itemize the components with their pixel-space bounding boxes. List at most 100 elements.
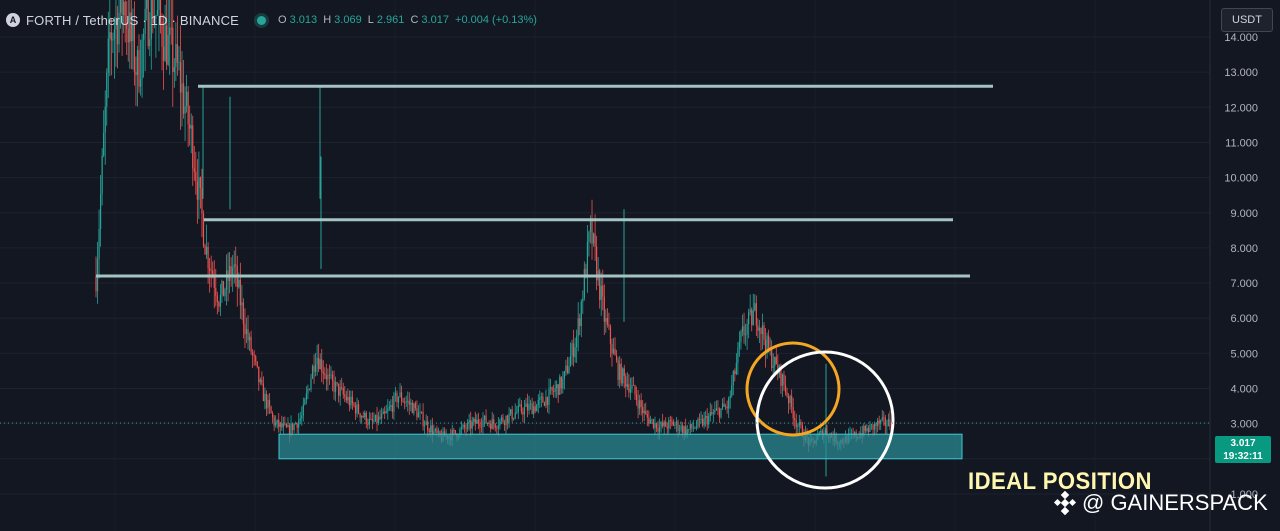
candle-body — [801, 425, 803, 437]
candle-body — [797, 426, 799, 428]
candle-body — [222, 280, 225, 297]
candle-body — [615, 355, 618, 361]
candle-body — [405, 401, 407, 403]
candle-body — [465, 427, 467, 429]
candle-body — [748, 312, 750, 325]
candle-body — [130, 12, 132, 41]
candle-body — [771, 348, 773, 368]
candle-body — [477, 419, 479, 424]
candle-body — [276, 419, 278, 423]
candle-body — [556, 384, 558, 389]
market-status-icon[interactable] — [257, 15, 267, 25]
candle-body — [233, 264, 235, 268]
candle-body — [159, 0, 162, 23]
candle-body — [666, 426, 668, 429]
candle-body — [428, 430, 430, 433]
candle-body — [820, 430, 822, 433]
candle-body — [539, 397, 541, 401]
candle-body — [281, 422, 283, 428]
candle-body — [635, 394, 638, 401]
candle-body — [741, 326, 744, 332]
candle-body — [189, 124, 191, 129]
candle-body — [407, 400, 409, 402]
candle-body — [103, 132, 105, 156]
candle-body — [669, 420, 671, 422]
candle-body — [364, 412, 366, 418]
candle-body — [417, 412, 420, 418]
candle-body — [314, 364, 317, 372]
price-axis-tick-label: 8.000 — [1230, 243, 1258, 255]
drawings[interactable] — [0, 84, 1210, 490]
candle-body — [715, 408, 718, 411]
candle-body — [677, 421, 679, 431]
candle-body — [792, 406, 794, 419]
candle-body — [124, 1, 126, 24]
candle-body — [645, 410, 647, 414]
candle-body — [186, 91, 188, 107]
candle-body — [402, 401, 404, 403]
candle-body — [473, 418, 475, 422]
candle-body — [698, 418, 701, 420]
candle-body — [244, 324, 246, 335]
candle-body — [143, 34, 145, 40]
candle-body — [493, 419, 495, 425]
candle-body — [519, 404, 521, 406]
candle-body — [467, 422, 469, 429]
candle-body — [867, 428, 870, 433]
ohlc-values: O 3.013 H 3.069 L 2.961 C 3.017 +0.004 (+0.1… — [278, 14, 540, 26]
candle-body — [634, 385, 636, 395]
candle-body — [686, 429, 688, 435]
candle-body — [884, 417, 886, 426]
candle-body — [161, 22, 163, 47]
high-label: H — [323, 14, 332, 26]
price-axis-tick-label: 6.000 — [1230, 313, 1258, 325]
candle-body — [135, 71, 137, 75]
candle-body — [709, 412, 711, 416]
candle-body — [390, 405, 392, 407]
watermark-text: @ GAINERSPACK — [1082, 490, 1268, 515]
candle-body — [291, 423, 294, 431]
candle-body — [413, 403, 415, 414]
candle-body — [113, 29, 116, 40]
candle-body — [408, 400, 410, 405]
candle-body — [454, 430, 456, 434]
candle-body — [824, 430, 827, 433]
candle-body — [267, 399, 269, 409]
candle-body — [622, 368, 624, 384]
candle-body — [198, 177, 200, 200]
currency-select[interactable]: USDT — [1221, 8, 1273, 32]
candle-body — [316, 357, 318, 365]
price-axis-tick-label: 3.000 — [1230, 419, 1258, 431]
candle-body — [431, 425, 433, 435]
symbol-title[interactable]: FORTH / TetherUS · 1D · BINANCE — [26, 12, 240, 28]
candle-body — [248, 336, 251, 341]
candle-body — [554, 388, 556, 392]
candle-body — [201, 187, 203, 214]
candle-body — [361, 415, 363, 418]
candle-body — [225, 270, 228, 290]
candle-body — [528, 404, 530, 411]
candle-body — [572, 343, 575, 358]
candle-body — [141, 39, 143, 80]
candle-body — [712, 412, 714, 414]
candle-body — [147, 0, 149, 47]
candle-body — [100, 194, 102, 229]
candle-body — [568, 366, 570, 374]
candle-body — [731, 385, 733, 396]
candle-body — [497, 425, 499, 429]
candle-body — [155, 15, 157, 19]
candle-body — [328, 374, 331, 376]
candle-body — [196, 181, 198, 200]
binance-logo-icon — [1053, 490, 1077, 516]
price-axis-tick-label: 10.000 — [1224, 173, 1258, 185]
candle-body — [599, 270, 601, 300]
candle-body — [376, 414, 378, 423]
candle-body — [603, 296, 605, 322]
candle-body — [182, 83, 185, 114]
candle-body — [511, 409, 513, 420]
candle-body — [275, 422, 277, 426]
candle-body — [795, 420, 797, 428]
candle-body — [869, 424, 871, 433]
